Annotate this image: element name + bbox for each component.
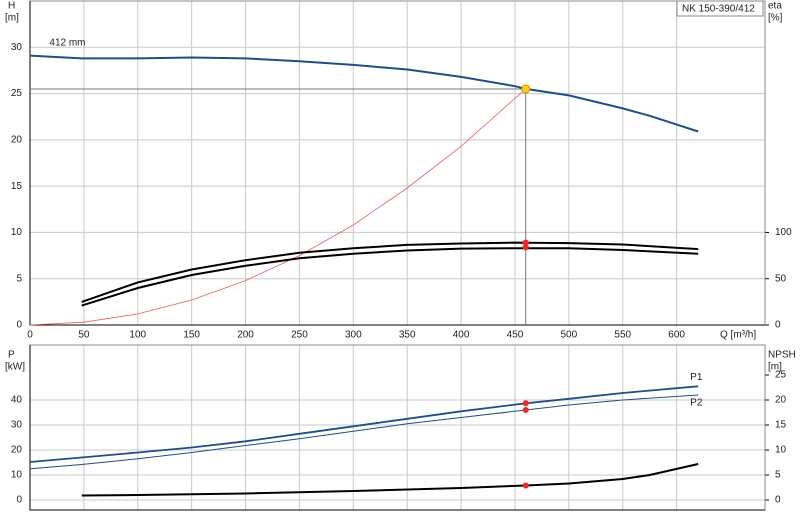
y2-axis-unit: [m] xyxy=(768,362,782,373)
y2-tick-label: 0 xyxy=(775,495,781,506)
y-tick-label: 10 xyxy=(11,470,23,481)
y2-tick-label: 5 xyxy=(775,470,781,481)
series-label: P2 xyxy=(690,398,703,409)
series-line xyxy=(81,241,699,303)
title-box xyxy=(676,0,764,17)
x-tick-label: 0 xyxy=(27,330,33,341)
x-tick-label: 450 xyxy=(507,330,524,341)
y2-tick-label: 0 xyxy=(775,320,781,331)
series-line xyxy=(29,88,526,326)
x-tick-label: 600 xyxy=(668,330,685,341)
y-tick-label: 20 xyxy=(11,445,23,456)
marker xyxy=(522,239,529,246)
annotation: 412 mm xyxy=(49,37,85,48)
x-tick-label: 500 xyxy=(561,330,578,341)
marker xyxy=(522,244,529,251)
x-tick-label: 250 xyxy=(291,330,308,341)
marker xyxy=(522,400,529,407)
y-axis-label: P xyxy=(8,350,15,361)
x-tick-label: 550 xyxy=(614,330,631,341)
x-tick-label: 100 xyxy=(129,330,146,341)
plot-frame xyxy=(29,0,766,326)
y-tick-label: 25 xyxy=(11,88,23,99)
series-line xyxy=(29,54,699,133)
series-label: P1 xyxy=(690,372,703,383)
series-line xyxy=(29,385,699,463)
y-axis-label: H xyxy=(8,1,15,12)
x-tick-label: 200 xyxy=(237,330,254,341)
y-tick-label: 0 xyxy=(16,495,22,506)
y-tick-label: 10 xyxy=(11,227,23,238)
series-line xyxy=(81,463,699,497)
x-axis-label: Q [m³/h] xyxy=(720,330,756,341)
chart-title: NK 150-390/412 xyxy=(682,4,755,15)
y-tick-label: 40 xyxy=(11,395,23,406)
x-tick-label: 150 xyxy=(183,330,200,341)
y2-tick-label: 20 xyxy=(775,395,787,406)
y-tick-label: 15 xyxy=(11,181,23,192)
plot-frame xyxy=(29,344,766,511)
y2-axis-label: NPSH xyxy=(768,350,796,361)
y2-tick-label: 15 xyxy=(775,420,787,431)
y2-tick-label: 50 xyxy=(775,273,787,284)
series-line xyxy=(29,394,699,470)
y-tick-label: 0 xyxy=(16,320,22,331)
series-line xyxy=(81,247,699,307)
y2-tick-label: 100 xyxy=(775,227,792,238)
y-tick-label: 20 xyxy=(11,134,23,145)
marker xyxy=(522,407,529,413)
y2-tick-label: 25 xyxy=(775,370,787,381)
x-tick-label: 50 xyxy=(78,330,90,341)
x-tick-label: 300 xyxy=(345,330,362,341)
y-axis-unit: [kW] xyxy=(5,362,25,373)
y-tick-label: 30 xyxy=(11,42,23,53)
y-tick-label: 30 xyxy=(11,420,23,431)
y-axis-unit: [m] xyxy=(5,13,19,24)
x-tick-label: 350 xyxy=(399,330,416,341)
y2-axis-unit: [%] xyxy=(768,13,783,24)
y2-tick-label: 10 xyxy=(775,445,787,456)
x-tick-label: 400 xyxy=(453,330,470,341)
y-tick-label: 5 xyxy=(16,273,22,284)
operating-point xyxy=(521,84,531,94)
y2-axis-label: eta xyxy=(768,1,782,12)
marker xyxy=(522,482,529,489)
